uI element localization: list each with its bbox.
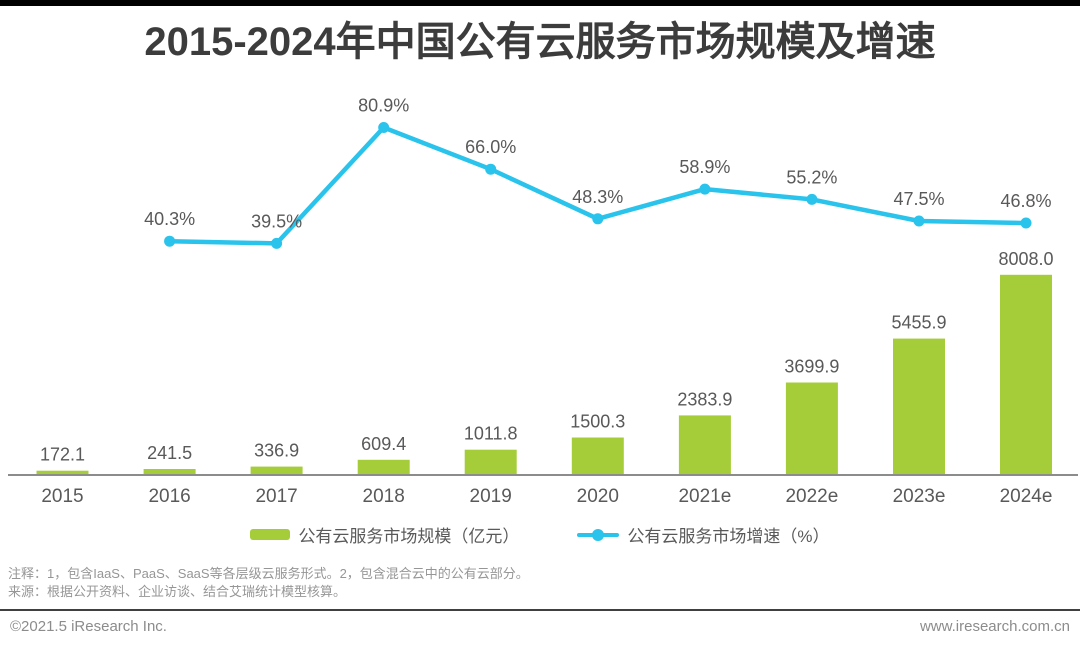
line-label-2023e: 47.5% bbox=[893, 189, 944, 209]
notes: 注释：1，包含IaaS、PaaS、SaaS等各层级云服务形式。2，包含混合云中的… bbox=[8, 565, 529, 601]
line-point-2023e bbox=[913, 215, 925, 227]
bar-label-2016: 241.5 bbox=[147, 443, 192, 463]
line-point-2017 bbox=[271, 237, 283, 249]
bar-label-2018: 609.4 bbox=[361, 434, 406, 454]
line-point-2016 bbox=[164, 235, 176, 247]
bar-2015 bbox=[36, 470, 89, 475]
bar-label-2021e: 2383.9 bbox=[677, 389, 732, 409]
combo-chart: 172.1 241.5 336.9 609.4 1011.8 1500.3 2383.9 36… bbox=[8, 96, 1078, 507]
line-series-swatch-icon bbox=[577, 528, 620, 542]
line-label-2024e: 46.8% bbox=[1000, 191, 1051, 211]
bar-2021e bbox=[678, 415, 731, 475]
line-point-2018 bbox=[378, 122, 390, 133]
bar-2018 bbox=[357, 459, 410, 475]
bar-label-2022e: 3699.9 bbox=[784, 357, 839, 377]
bar-2019 bbox=[464, 449, 517, 475]
line-label-2018: 80.9% bbox=[358, 96, 409, 116]
x-tick-2019: 2019 bbox=[470, 486, 512, 507]
line-label-2020: 48.3% bbox=[572, 187, 623, 207]
legend-label-growth: 公有云服务市场增速（%） bbox=[627, 527, 830, 546]
line-point-2019 bbox=[485, 163, 497, 175]
x-tick-2016: 2016 bbox=[148, 486, 190, 507]
bar-2023e bbox=[893, 338, 945, 475]
bar-2022e bbox=[785, 382, 838, 475]
line-label-2016: 40.3% bbox=[144, 209, 195, 229]
bar-label-2019: 1011.8 bbox=[464, 424, 518, 444]
bar-label-2017: 336.9 bbox=[254, 441, 299, 461]
line-label-2022e: 55.2% bbox=[786, 167, 837, 187]
top-border bbox=[0, 0, 1080, 6]
line-point-2022e bbox=[806, 193, 818, 205]
note-source: 来源：根据公开资料、企业访谈、结合艾瑞统计模型核算。 bbox=[8, 584, 347, 599]
legend-label-market-size: 公有云服务市场规模（亿元） bbox=[298, 527, 520, 546]
line-label-2021e: 58.9% bbox=[679, 157, 730, 177]
x-tick-2023e: 2023e bbox=[893, 486, 946, 507]
bar-series-swatch-icon bbox=[250, 529, 291, 540]
line-point-2021e bbox=[699, 183, 711, 195]
page-title: 2015-2024年中国公有云服务市场规模及增速 bbox=[144, 20, 936, 64]
bar-2024e bbox=[1000, 274, 1052, 475]
line-point-2020 bbox=[592, 213, 604, 225]
x-tick-2021e: 2021e bbox=[678, 486, 731, 507]
bar-2016 bbox=[143, 469, 196, 475]
bar-label-2015: 172.1 bbox=[40, 445, 85, 465]
line-point-2024e bbox=[1020, 217, 1032, 229]
x-tick-2020: 2020 bbox=[577, 486, 619, 507]
bar-2017 bbox=[250, 466, 303, 475]
line-label-2019: 66.0% bbox=[465, 137, 516, 157]
x-tick-2017: 2017 bbox=[255, 486, 297, 507]
website-url: www.iresearch.com.cn bbox=[919, 618, 1070, 635]
legend-item-growth: 公有云服务市场增速（%） bbox=[577, 522, 830, 547]
bar-label-2020: 1500.3 bbox=[570, 412, 625, 432]
bar-label-2024e: 8008.0 bbox=[998, 249, 1053, 269]
line-label-2017: 39.5% bbox=[251, 211, 302, 231]
footer: ©2021.5 iResearch Inc. www.iresearch.com… bbox=[0, 618, 1080, 635]
bar-label-2023e: 5455.9 bbox=[891, 313, 946, 333]
x-tick-2015: 2015 bbox=[41, 486, 83, 507]
legend-item-market-size: 公有云服务市场规模（亿元） bbox=[250, 522, 519, 547]
copyright-text: ©2021.5 iResearch Inc. bbox=[10, 618, 167, 635]
x-tick-2018: 2018 bbox=[363, 486, 405, 507]
x-tick-2024e: 2024e bbox=[1000, 486, 1053, 507]
legend: 公有云服务市场规模（亿元） 公有云服务市场增速（%） bbox=[0, 522, 1080, 547]
footer-divider bbox=[0, 609, 1080, 611]
bar-2020 bbox=[571, 437, 624, 475]
x-tick-2022e: 2022e bbox=[785, 486, 838, 507]
note-annotation: 注释：1，包含IaaS、PaaS、SaaS等各层级云服务形式。2，包含混合云中的… bbox=[8, 566, 529, 581]
